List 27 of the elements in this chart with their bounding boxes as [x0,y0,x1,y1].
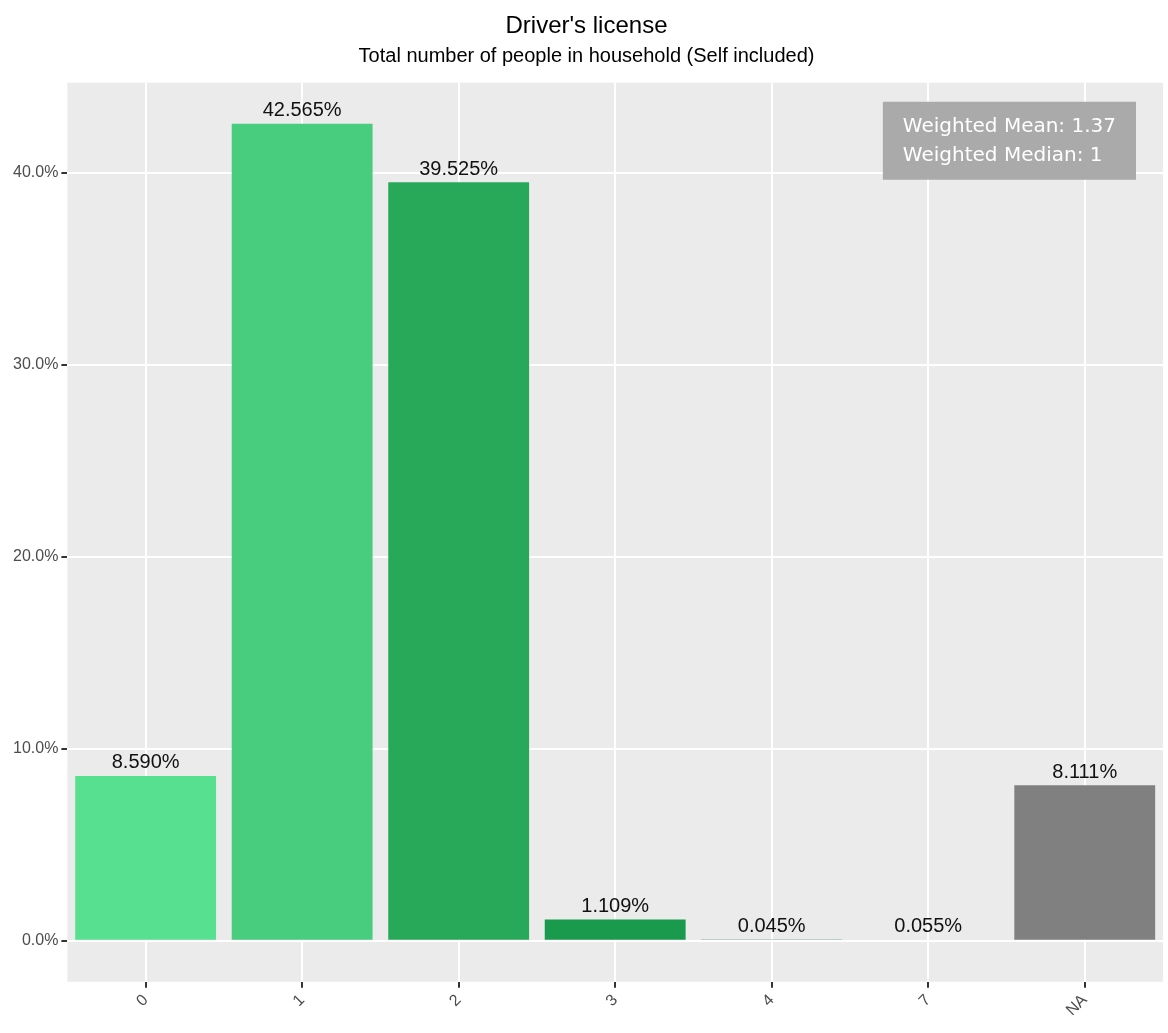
y-tick-label: 20.0% [12,547,59,565]
bar [544,919,686,940]
bar [388,182,530,940]
annotation: Weighted Mean: 1.37 Weighted Median: 1 [902,112,1116,166]
x-tick-label: 7 [915,990,934,1010]
data-label: 0.045% [737,914,806,937]
data-label: 8.111% [1052,759,1118,782]
y-tick-label: 10.0% [12,739,59,757]
x-tick-label: 1 [289,990,308,1010]
data-label: 8.590% [111,750,180,773]
bar [1014,785,1156,940]
x-tick-label: 3 [602,990,621,1010]
y-tick-label: 0.0% [21,931,59,949]
data-label: 42.565% [262,98,342,121]
x-tick-label: 0 [132,990,151,1010]
chart-subtitle: Total number of people in household (Self included) [358,44,815,67]
data-label: 0.055% [894,914,963,937]
y-tick-label: 30.0% [12,355,59,373]
data-label: 39.525% [419,156,499,179]
x-tick-label: 2 [445,990,464,1010]
y-tick-label: 40.0% [12,163,59,181]
bar [75,775,217,940]
x-tick-label: 4 [758,990,778,1010]
data-label: 1.109% [581,894,650,917]
chart-title: Driver's license [505,11,668,39]
bar [231,123,373,940]
x-tick-label: NA [1062,990,1091,1019]
